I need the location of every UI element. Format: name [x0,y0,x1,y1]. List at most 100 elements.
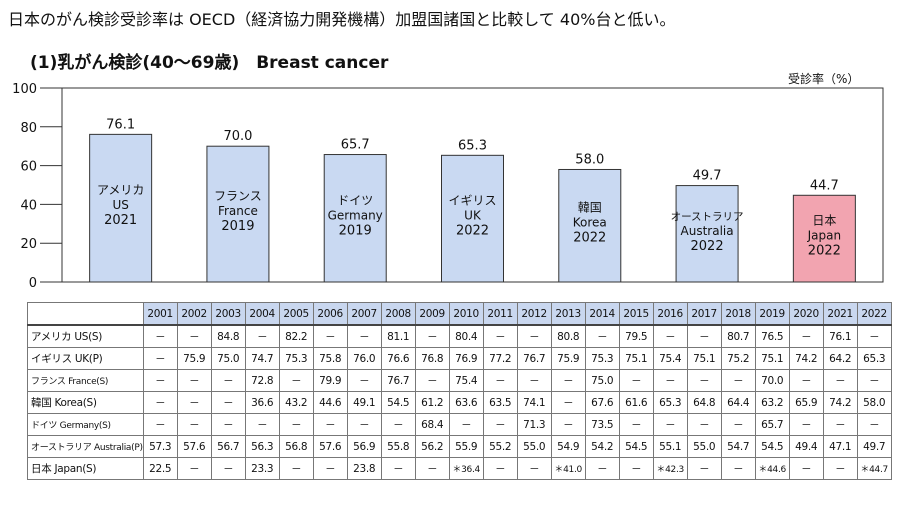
table-cell: 55.1 [652,435,688,458]
table-cell: － [176,369,212,392]
year-header-cell: 2018 [720,302,756,326]
table-cell: － [788,457,824,480]
y-tick-label: 20 [20,237,37,252]
year-header-cell: 2007 [346,302,382,326]
table-cell: 64.8 [686,391,722,414]
table-row: フランス France(S) －－－ 72.8 － 79.9 － 76.7 － 75.4 －－－ 7… [27,369,892,392]
table-cell: － [312,413,348,436]
bar-country-ja-label: ドイツ [337,193,373,207]
table-cell: － [788,369,824,392]
bar-year-label: 2022 [808,244,841,259]
row-country-label: オーストラリア Australia(P) [27,435,144,458]
year-header-cell: 2022 [856,302,892,326]
table-cell: 23.8 [346,457,382,480]
table-cell: － [686,413,722,436]
table-cell: － [278,413,314,436]
table-cell: － [516,457,552,480]
table-cell: － [856,413,892,436]
table-cell: 75.2 [720,347,756,370]
table-cell: 55.8 [380,435,416,458]
table-cell: 65.9 [788,391,824,414]
table-cell: 75.4 [448,369,484,392]
bar-country-ja-label: オーストラリア [671,211,744,223]
table-cell: － [210,457,246,480]
table-cell: 55.9 [448,435,484,458]
bar-country-ja-label: 韓国 [578,201,602,215]
table-cell: 54.2 [584,435,620,458]
bar-year-label: 2022 [456,224,489,239]
table-cell: 74.1 [516,391,552,414]
bar-value-label: 49.7 [693,169,722,184]
table-cell: 57.6 [312,435,348,458]
bar-year-label: 2021 [104,213,137,228]
table-row: オーストラリア Australia(P) 57.3 57.6 56.7 56.3 56.8… [27,435,892,458]
table-cell: 23.3 [244,457,280,480]
bar-country-ja-label: イギリス [448,194,496,208]
bar-value-label: 65.3 [458,138,487,153]
year-header-cell: 2013 [550,302,586,326]
table-cell: － [822,413,858,436]
table-cell: 74.7 [244,347,280,370]
table-cell: － [312,324,348,348]
table-cell: 75.1 [686,347,722,370]
table-cell: ＊44.6 [754,457,790,480]
table-cell: － [142,391,178,414]
table-cell: － [822,369,858,392]
year-header-cell: 2012 [516,302,552,326]
table-cell: 54.9 [550,435,586,458]
chart-title: (1)乳がん検診(40〜69歳) Breast cancer [30,53,389,73]
bar-country-ja-label: アメリカ [97,183,144,197]
year-header-cell: 2003 [210,302,246,326]
table-cell: 63.2 [754,391,790,414]
table-cell: 43.2 [278,391,314,414]
bar-country-en-label: France [218,204,258,218]
table-cell: － [142,347,178,370]
table-cell: － [244,324,280,348]
table-cell: 76.7 [380,369,416,392]
table-cell: － [652,413,688,436]
table-cell: － [652,324,688,348]
table-cell: － [584,457,620,480]
table-cell: － [584,324,620,348]
table-cell: － [244,413,280,436]
table-cell: 75.3 [584,347,620,370]
bar-country-ja-label: フランス [214,189,262,203]
table-cell: － [210,413,246,436]
table-row: アメリカ US(S) －－ 84.8 － 82.2 －－ 81.1 － 80.4 －－ 80.8 － 7… [27,324,892,348]
table-cell: － [788,413,824,436]
year-header-cell: 2021 [822,302,858,326]
table-cell: － [618,457,654,480]
bar-country-en-label: Australia [681,224,734,238]
table-cell: 82.2 [278,324,314,348]
y-tick-label: 40 [20,198,37,213]
table-cell: － [380,457,416,480]
table-cell: 84.8 [210,324,246,348]
year-header-cell: 2016 [652,302,688,326]
table-cell: 68.4 [414,413,450,436]
year-header-cell: 2002 [176,302,212,326]
year-header-cell: 2015 [618,302,654,326]
table-cell: 75.1 [754,347,790,370]
table-cell: 73.5 [584,413,620,436]
bar-uk [441,154,504,283]
table-cell: － [414,369,450,392]
table-cell: 72.8 [244,369,280,392]
table-cell: － [516,324,552,348]
bar-value-label: 70.0 [223,129,252,144]
table-cell: 74.2 [788,347,824,370]
table-cell: 76.8 [414,347,450,370]
year-header-cell: 2010 [448,302,484,326]
table-cell: － [210,369,246,392]
table-cell: ＊36.4 [448,457,484,480]
table-cell: － [618,369,654,392]
bar-value-label: 76.1 [106,117,135,132]
row-country-label: フランス France(S) [27,369,144,392]
bar-japan [792,194,856,283]
row-country-label: アメリカ US(S) [27,324,144,348]
bar-germany [323,154,387,283]
bar-year-label: 2022 [691,239,724,254]
table-cell: － [550,391,586,414]
table-cell: － [550,369,586,392]
table-cell: － [176,457,212,480]
table-cell: － [142,369,178,392]
